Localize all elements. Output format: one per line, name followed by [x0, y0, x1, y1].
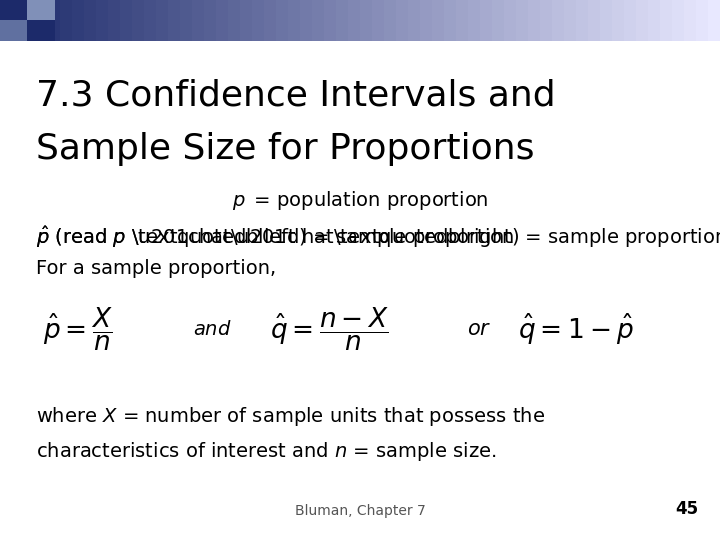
Bar — [300, 0, 312, 40]
Bar — [576, 0, 589, 40]
Text: Sample Size for Proportions: Sample Size for Proportions — [36, 132, 534, 166]
Bar — [0, 20, 27, 40]
Bar — [24, 0, 37, 40]
Bar — [660, 0, 672, 40]
Bar — [312, 0, 325, 40]
Bar — [144, 0, 157, 40]
Bar — [636, 0, 649, 40]
Text: $\mathit{or}$: $\mathit{or}$ — [467, 319, 491, 340]
Text: $p\,$ = population proportion: $p\,$ = population proportion — [232, 189, 488, 212]
Bar — [468, 0, 481, 40]
Text: where $X$ = number of sample units that possess the: where $X$ = number of sample units that … — [36, 405, 545, 428]
Bar — [36, 0, 49, 40]
Text: $\hat{q}=1-\hat{p}$: $\hat{q}=1-\hat{p}$ — [518, 312, 634, 347]
Bar — [240, 0, 253, 40]
Bar — [432, 0, 445, 40]
Bar — [540, 0, 553, 40]
Text: 7.3 Confidence Intervals and: 7.3 Confidence Intervals and — [36, 78, 556, 112]
Text: $\hat{p}=\dfrac{X}{n}$: $\hat{p}=\dfrac{X}{n}$ — [43, 306, 113, 353]
Bar — [132, 0, 145, 40]
Bar — [48, 0, 60, 40]
Bar — [600, 0, 613, 40]
Bar — [624, 0, 636, 40]
Bar — [204, 0, 217, 40]
Bar — [180, 0, 193, 40]
Bar — [420, 0, 433, 40]
Text: $\hat{q}=\dfrac{n-X}{n}$: $\hat{q}=\dfrac{n-X}{n}$ — [270, 306, 389, 353]
Text: Bluman, Chapter 7: Bluman, Chapter 7 — [294, 504, 426, 518]
Text: characteristics of interest and $n$ = sample size.: characteristics of interest and $n$ = sa… — [36, 440, 497, 463]
Bar — [192, 0, 204, 40]
Bar — [324, 0, 337, 40]
Bar — [27, 20, 55, 40]
Text: 45: 45 — [675, 501, 698, 518]
Bar — [264, 0, 276, 40]
Text: $\hat{p}$ (read $p$ \u201chat\u201d) = sample proportion: $\hat{p}$ (read $p$ \u201chat\u201d) = s… — [36, 224, 514, 250]
Bar — [336, 0, 348, 40]
Bar — [120, 0, 132, 40]
Bar — [684, 0, 697, 40]
Bar — [156, 0, 168, 40]
Bar — [252, 0, 265, 40]
Bar — [456, 0, 469, 40]
Bar — [228, 0, 240, 40]
Bar — [672, 0, 685, 40]
Bar — [84, 0, 96, 40]
Bar — [516, 0, 528, 40]
Bar — [96, 0, 109, 40]
Bar — [648, 0, 661, 40]
Bar — [27, 0, 55, 20]
Bar — [504, 0, 517, 40]
Bar — [360, 0, 373, 40]
Text: $\hat{p}$ (read $p$ \textquotedblleft hat\textquotedblright) = sample proportion: $\hat{p}$ (read $p$ \textquotedblleft ha… — [36, 224, 720, 250]
Bar — [552, 0, 564, 40]
Bar — [588, 0, 600, 40]
Bar — [396, 0, 409, 40]
Text: For a sample proportion,: For a sample proportion, — [36, 259, 276, 278]
Text: $\mathit{and}$: $\mathit{and}$ — [193, 320, 232, 339]
Bar — [564, 0, 577, 40]
Bar — [696, 0, 708, 40]
Bar — [0, 0, 27, 20]
Bar — [276, 0, 289, 40]
Bar — [480, 0, 492, 40]
Bar — [372, 0, 384, 40]
Bar — [384, 0, 397, 40]
Bar — [612, 0, 625, 40]
Bar — [708, 0, 720, 40]
Bar — [216, 0, 229, 40]
Bar — [0, 0, 13, 40]
Bar — [348, 0, 361, 40]
Bar — [288, 0, 301, 40]
Bar — [408, 0, 420, 40]
Bar — [72, 0, 85, 40]
Bar — [12, 0, 24, 40]
Bar — [108, 0, 121, 40]
Bar — [60, 0, 73, 40]
Bar — [444, 0, 456, 40]
Bar — [168, 0, 181, 40]
Bar — [492, 0, 505, 40]
Bar — [528, 0, 541, 40]
